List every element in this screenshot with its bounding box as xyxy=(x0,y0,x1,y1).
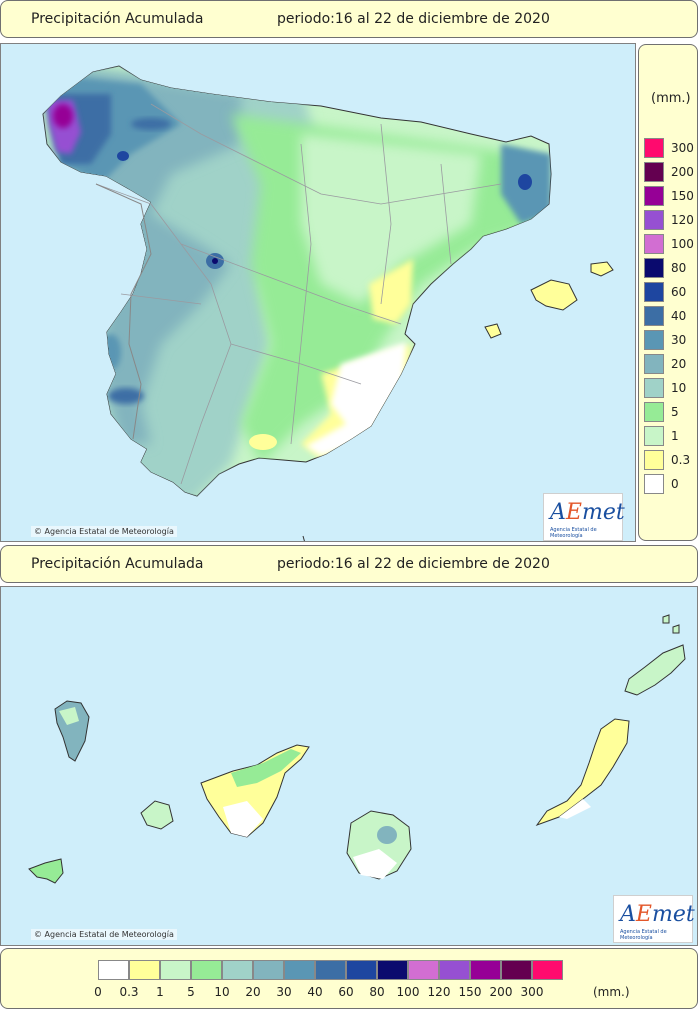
canarias-precip-svg xyxy=(28,614,686,884)
legend-swatch-60 xyxy=(644,282,664,302)
hlegend-label-5: 5 xyxy=(187,985,195,999)
credit-symbol-icon: © xyxy=(34,527,45,536)
hlegend-swatch-0.3 xyxy=(129,960,160,980)
legend-unit: (mm.) xyxy=(651,91,691,106)
top-map-period: periodo:16 al 22 de diciembre de 2020 xyxy=(277,11,550,27)
legend-swatch-10 xyxy=(644,378,664,398)
legend-label-40: 40 xyxy=(671,309,687,323)
legend-swatch-80 xyxy=(644,258,664,278)
aemet-logo-top: AEmet Agencia Estatal de Meteorología xyxy=(543,493,625,541)
top-credit: © Agencia Estatal de Meteorología xyxy=(31,526,177,537)
legend-label-80: 80 xyxy=(671,261,687,275)
legend-label-30: 30 xyxy=(671,333,687,347)
legend-label-0.3: 0.3 xyxy=(671,453,691,467)
hlegend-swatch-80 xyxy=(377,960,408,980)
mid-title-banner: Precipitación Acumulada periodo:16 al 22… xyxy=(0,545,698,583)
hlegend-label-300: 300 xyxy=(520,985,544,999)
hlegend-label-150: 150 xyxy=(458,985,482,999)
legend-swatch-0 xyxy=(644,474,664,494)
legend-label-1: 1 xyxy=(671,429,679,443)
hlegend-swatch-1 xyxy=(160,960,191,980)
hlegend-label-0: 0 xyxy=(94,985,102,999)
peninsula-precip-svg xyxy=(42,44,635,541)
legend-swatch-100 xyxy=(644,234,664,254)
legend-label-200: 200 xyxy=(671,165,694,179)
legend-swatch-200 xyxy=(644,162,664,182)
bottom-credit: © Agencia Estatal de Meteorología xyxy=(31,929,177,940)
legend-label-10: 10 xyxy=(671,381,687,395)
hlegend-label-60: 60 xyxy=(338,985,354,999)
legend-swatch-20 xyxy=(644,354,664,374)
canarias-map: © Agencia Estatal de Meteorología AEmet … xyxy=(0,586,698,946)
mid-map-period: periodo:16 al 22 de diciembre de 2020 xyxy=(277,556,550,572)
legend-swatch-0.3 xyxy=(644,450,664,470)
hlegend-label-80: 80 xyxy=(369,985,385,999)
legend-label-150: 150 xyxy=(671,189,694,203)
credit-symbol-icon: © xyxy=(34,930,45,939)
hlegend-label-100: 100 xyxy=(396,985,420,999)
legend-swatch-150 xyxy=(644,186,664,206)
legend-swatch-40 xyxy=(644,306,664,326)
horizontal-legend: 0 0.3 1 5 10 20 30 40 60 80 100 120 150 200 300 (mm.) xyxy=(0,948,698,1009)
hlegend-label-10: 10 xyxy=(214,985,230,999)
mid-map-title: Precipitación Acumulada xyxy=(31,556,204,572)
legend-swatch-120 xyxy=(644,210,664,230)
hlegend-swatch-60 xyxy=(346,960,377,980)
legend-label-0: 0 xyxy=(671,477,679,491)
hlegend-label-120: 120 xyxy=(427,985,451,999)
peninsula-map: © Agencia Estatal de Meteorología AEmet … xyxy=(0,43,636,542)
legend-label-5: 5 xyxy=(671,405,679,419)
hlegend-label-20: 20 xyxy=(245,985,261,999)
horizontal-legend-unit: (mm.) xyxy=(593,985,630,999)
hlegend-swatch-200 xyxy=(501,960,532,980)
legend-label-60: 60 xyxy=(671,285,687,299)
legend-label-20: 20 xyxy=(671,357,687,371)
legend-swatch-5 xyxy=(644,402,664,422)
hlegend-label-30: 30 xyxy=(276,985,292,999)
hlegend-swatch-120 xyxy=(439,960,470,980)
hlegend-swatch-40 xyxy=(315,960,346,980)
top-map-title: Precipitación Acumulada xyxy=(31,11,204,27)
legend-label-300: 300 xyxy=(671,141,694,155)
hlegend-label-0.3: 0.3 xyxy=(119,985,139,999)
top-title-banner: Precipitación Acumulada periodo:16 al 22… xyxy=(0,0,698,38)
hlegend-swatch-10 xyxy=(222,960,253,980)
aemet-logo-bottom: AEmet Agencia Estatal de Meteorología xyxy=(613,895,695,943)
legend-swatch-300 xyxy=(644,138,664,158)
vertical-legend: (mm.) 300 200 150 120 100 80 60 40 30 20 10 5 1 0.3 0 xyxy=(638,44,698,541)
hlegend-swatch-5 xyxy=(191,960,222,980)
hlegend-label-200: 200 xyxy=(489,985,513,999)
hlegend-swatch-0 xyxy=(98,960,129,980)
hlegend-swatch-100 xyxy=(408,960,439,980)
legend-swatch-1 xyxy=(644,426,664,446)
hlegend-label-40: 40 xyxy=(307,985,323,999)
hlegend-swatch-20 xyxy=(253,960,284,980)
hlegend-label-1: 1 xyxy=(156,985,164,999)
hlegend-swatch-30 xyxy=(284,960,315,980)
legend-label-100: 100 xyxy=(671,237,694,251)
hlegend-swatch-300 xyxy=(532,960,563,980)
legend-label-120: 120 xyxy=(671,213,694,227)
hlegend-swatch-150 xyxy=(470,960,501,980)
legend-swatch-30 xyxy=(644,330,664,350)
